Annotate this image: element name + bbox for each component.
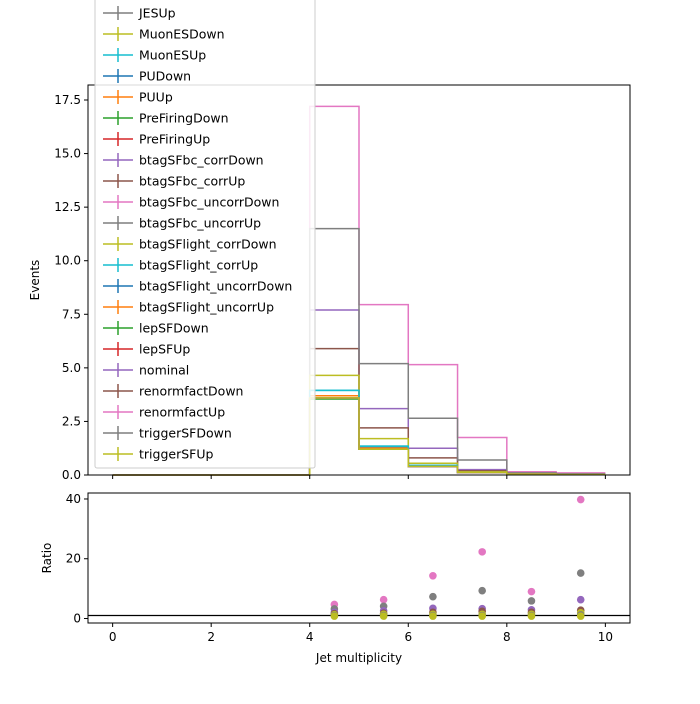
legend: JESUp MuonESDown MuonESUp PUDown PUUp PreFiri… xyxy=(94,0,316,469)
legend-label: MuonESUp xyxy=(139,48,206,63)
ratio-point xyxy=(478,548,486,556)
legend-entry-triggerSFUp: triggerSFUp xyxy=(103,447,213,462)
legend-label: JESUp xyxy=(138,6,176,21)
top-axes-frame xyxy=(87,84,631,476)
legend-label: btagSFlight_uncorrUp xyxy=(139,300,274,315)
ratio-point xyxy=(379,595,388,604)
legend-entry-btagSFbc_corrUp: btagSFbc_corrUp xyxy=(103,174,245,189)
legend-frame xyxy=(94,0,316,469)
legend-label: btagSFlight_corrUp xyxy=(139,258,258,273)
x-tick-label: 0 xyxy=(109,630,117,644)
legend-label: renormfactUp xyxy=(139,405,225,420)
bottom-y-axis-label: Ratio xyxy=(40,543,54,574)
legend-entry-JESUp: JESUp xyxy=(103,6,176,21)
top-y-ticks: 0.0 2.5 5.0 7.5 10.0 12.5 15.0 17.5 xyxy=(54,93,88,482)
legend-entry-PUUp: PUUp xyxy=(103,90,173,105)
bottom-y-ticks: 0 20 40 xyxy=(66,492,88,626)
ratio-point xyxy=(576,495,585,504)
legend-label: btagSFbc_corrDown xyxy=(139,153,264,168)
legend-label: triggerSFUp xyxy=(139,447,213,462)
legend-entry-nominal: nominal xyxy=(103,363,189,378)
ratio-point xyxy=(576,569,585,577)
x-tick-label: 6 xyxy=(404,630,412,644)
legend-entry-MuonESUp: MuonESUp xyxy=(103,48,206,63)
top-panel: 0.0 2.5 5.0 7.5 10.0 12.5 15.0 17.5 Events xyxy=(28,84,631,482)
legend-label: MuonESDown xyxy=(139,27,225,42)
bottom-panel: 0 20 40 0 2 4 6 8 10 Ratio Jet multiplicity xyxy=(40,492,631,665)
ratio-point xyxy=(429,571,437,580)
legend-entry-btagSFbc_corrDown: btagSFbc_corrDown xyxy=(103,153,264,168)
legend-entry-btagSFbc_uncorrDown: btagSFbc_uncorrDown xyxy=(103,195,279,210)
legend-label: lepSFDown xyxy=(139,321,209,336)
ratio-point xyxy=(379,612,388,620)
ratio-point xyxy=(429,612,437,620)
legend-label: PUUp xyxy=(139,90,173,105)
ratio-point xyxy=(527,587,536,596)
top-y-tick-label: 0.0 xyxy=(62,468,81,482)
legend-entry-PreFiringDown: PreFiringDown xyxy=(103,111,229,126)
legend-entries: JESUp MuonESDown MuonESUp PUDown PUUp PreFiri… xyxy=(103,6,292,462)
legend-entry-lepSFDown: lepSFDown xyxy=(103,321,209,336)
x-tick-label: 8 xyxy=(503,630,511,644)
legend-label: triggerSFDown xyxy=(139,426,232,441)
legend-label: lepSFUp xyxy=(139,342,190,357)
legend-label: PUDown xyxy=(139,69,191,84)
legend-entry-triggerSFDown: triggerSFDown xyxy=(103,426,232,441)
top-y-axis-label: Events xyxy=(28,260,42,301)
legend-entry-btagSFlight_corrUp: btagSFlight_corrUp xyxy=(103,258,258,273)
legend-entry-lepSFUp: lepSFUp xyxy=(103,342,190,357)
legend-entry-renormfactDown: renormfactDown xyxy=(103,384,243,399)
legend-label: renormfactDown xyxy=(139,384,243,399)
legend-entry-btagSFlight_uncorrDown: btagSFlight_uncorrDown xyxy=(103,279,292,294)
ratio-point xyxy=(478,586,486,595)
legend-entry-btagSFbc_uncorrUp: btagSFbc_uncorrUp xyxy=(103,216,261,231)
ratio-point xyxy=(527,597,536,605)
top-x-ticks xyxy=(112,475,606,479)
legend-entry-MuonESDown: MuonESDown xyxy=(103,27,225,42)
ratio-point xyxy=(429,592,437,601)
x-tick-label: 4 xyxy=(306,630,314,644)
top-y-tick-label: 17.5 xyxy=(54,93,81,107)
legend-label: PreFiringDown xyxy=(139,111,229,126)
legend-label: btagSFbc_corrUp xyxy=(139,174,245,189)
top-y-tick-label: 5.0 xyxy=(62,361,81,375)
top-y-tick-label: 12.5 xyxy=(54,200,81,214)
legend-label: btagSFlight_uncorrDown xyxy=(139,279,292,294)
ratio-point xyxy=(527,612,536,620)
ratio-point xyxy=(576,612,585,620)
legend-entry-btagSFlight_corrDown: btagSFlight_corrDown xyxy=(103,237,277,252)
ratio-point xyxy=(330,612,339,620)
legend-label: PreFiringUp xyxy=(139,132,210,147)
ratio-points-group xyxy=(330,495,585,620)
legend-entry-PUDown: PUDown xyxy=(103,69,191,84)
top-y-tick-label: 10.0 xyxy=(54,254,81,268)
ratio-point xyxy=(478,612,486,620)
top-y-tick-label: 2.5 xyxy=(62,414,81,428)
legend-entry-PreFiringUp: PreFiringUp xyxy=(103,132,210,147)
legend-label: btagSFbc_uncorrUp xyxy=(139,216,261,231)
top-y-tick-label: 15.0 xyxy=(54,147,81,161)
ratio-point xyxy=(576,595,585,604)
legend-entry-btagSFlight_uncorrUp: btagSFlight_uncorrUp xyxy=(103,300,274,315)
legend-label: nominal xyxy=(139,363,189,378)
bottom-y-tick-label: 20 xyxy=(66,552,81,566)
x-axis-label: Jet multiplicity xyxy=(315,651,402,665)
top-y-tick-label: 7.5 xyxy=(62,307,81,321)
bottom-y-tick-label: 40 xyxy=(66,492,81,506)
bottom-x-ticks: 0 2 4 6 8 10 xyxy=(109,623,613,644)
legend-label: btagSFbc_uncorrDown xyxy=(139,195,279,210)
x-tick-label: 2 xyxy=(207,630,215,644)
legend-label: btagSFlight_corrDown xyxy=(139,237,277,252)
x-tick-label: 10 xyxy=(598,630,613,644)
bottom-axes-frame xyxy=(87,492,631,624)
legend-entry-renormfactUp: renormfactUp xyxy=(103,405,225,420)
bottom-y-tick-label: 0 xyxy=(73,612,81,626)
